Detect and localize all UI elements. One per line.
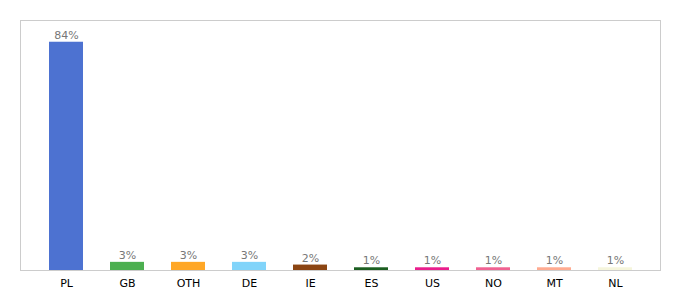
svg-text:PL: PL [60, 277, 74, 290]
svg-text:2%: 2% [302, 252, 319, 265]
svg-text:GB: GB [119, 277, 135, 290]
svg-text:1%: 1% [546, 254, 563, 267]
svg-text:3%: 3% [180, 249, 197, 262]
svg-text:1%: 1% [424, 254, 441, 267]
svg-text:1%: 1% [607, 254, 624, 267]
svg-text:1%: 1% [485, 254, 502, 267]
svg-text:3%: 3% [119, 249, 136, 262]
svg-text:US: US [425, 277, 440, 290]
svg-text:84%: 84% [54, 29, 78, 42]
svg-text:1%: 1% [363, 254, 380, 267]
svg-text:NL: NL [608, 277, 623, 290]
svg-text:NO: NO [485, 277, 502, 290]
svg-text:DE: DE [242, 277, 257, 290]
svg-text:ES: ES [365, 277, 379, 290]
svg-text:OTH: OTH [177, 277, 201, 290]
svg-text:IE: IE [305, 277, 315, 290]
svg-text:3%: 3% [241, 249, 258, 262]
svg-text:MT: MT [546, 277, 562, 290]
